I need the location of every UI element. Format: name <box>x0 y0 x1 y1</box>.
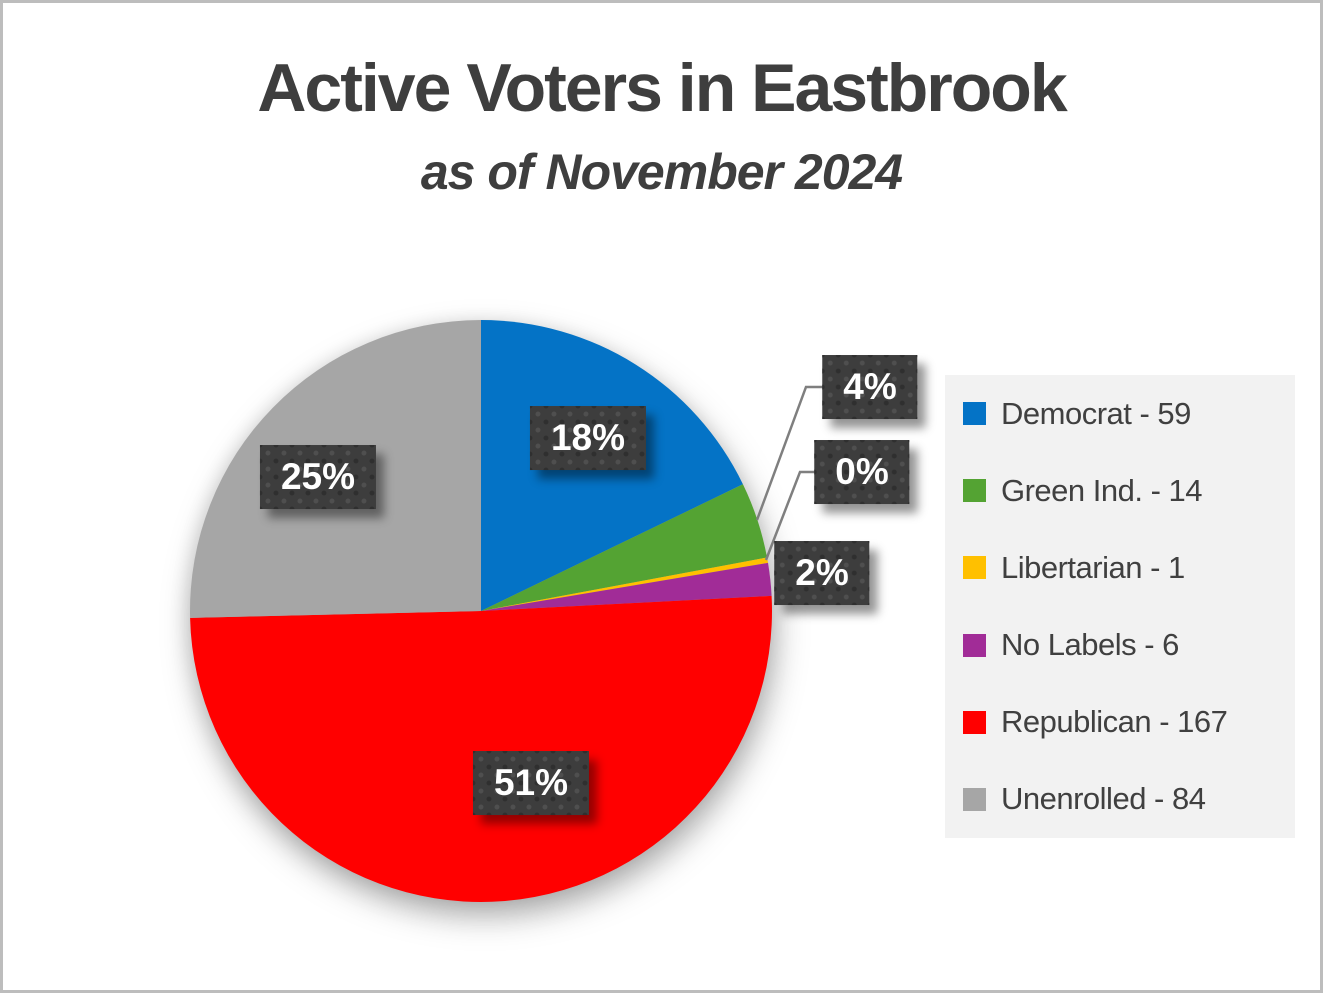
legend-item-label: Republican - 167 <box>1001 704 1228 740</box>
legend-item-label: Libertarian - 1 <box>1001 549 1185 585</box>
pie-chart <box>190 320 826 903</box>
pie-slice-green-ind <box>481 484 768 611</box>
legend-item-green-ind: Green Ind. - 14 <box>963 473 1295 509</box>
leader-lines <box>755 385 826 561</box>
legend-swatch-republican <box>963 710 986 734</box>
legend-item-democrat: Democrat - 59 <box>963 396 1295 432</box>
legend-swatch-no-labels <box>963 633 986 657</box>
legend-swatch-green-ind <box>963 479 986 503</box>
pie-slice-republican <box>190 595 772 903</box>
leader-line-libertarian <box>764 470 818 561</box>
legend-item-unenrolled: Unenrolled - 84 <box>963 781 1295 817</box>
pie-percent-label-green-ind: 4% <box>822 355 917 419</box>
legend-item-label: Democrat - 59 <box>1001 395 1191 431</box>
legend-swatch-unenrolled <box>963 787 986 811</box>
legend-swatch-democrat <box>963 402 986 426</box>
chart-subtitle: as of November 2024 <box>420 144 903 200</box>
pie-slice-no-labels <box>481 562 772 611</box>
pie-percent-label-no-labels: 2% <box>774 541 869 605</box>
legend-item-label: No Labels - 6 <box>1001 627 1179 663</box>
pie-slice-libertarian <box>481 557 768 611</box>
leader-line-green-ind <box>755 385 826 521</box>
pie-percent-label-republican: 51% <box>473 751 589 815</box>
legend-item-libertarian: Libertarian - 1 <box>963 550 1295 586</box>
legend-item-label: Unenrolled - 84 <box>1001 781 1206 817</box>
legend-item-republican: Republican - 167 <box>963 704 1295 740</box>
chart-title: Active Voters in Eastbrook <box>257 50 1067 126</box>
pie-slice-democrat <box>481 320 743 611</box>
legend-swatch-libertarian <box>963 556 986 580</box>
pie-percent-label-democrat: 18% <box>530 406 646 470</box>
pie-percent-label-unenrolled: 25% <box>260 445 376 509</box>
legend-item-no-labels: No Labels - 6 <box>963 627 1295 663</box>
legend: Democrat - 59 Green Ind. - 14 Libertarian … <box>945 375 1295 838</box>
pie-percent-label-libertarian: 0% <box>814 440 909 504</box>
legend-item-label: Green Ind. - 14 <box>1001 472 1203 508</box>
